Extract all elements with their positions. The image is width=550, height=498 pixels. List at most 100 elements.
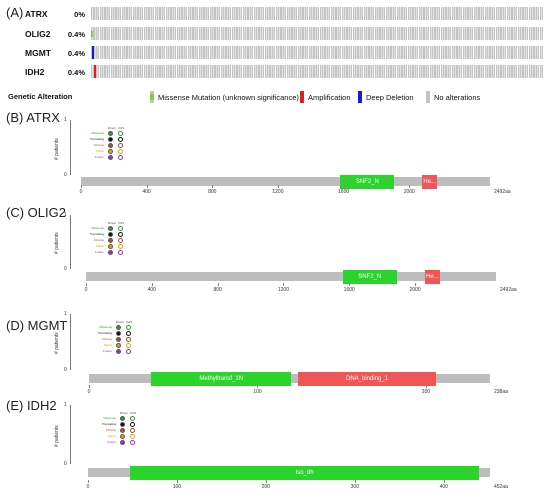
protein-domain[interactable]: Methyltransf_1N bbox=[151, 371, 292, 386]
vus-circle-icon bbox=[126, 337, 131, 342]
protein-domain[interactable]: He... bbox=[422, 174, 438, 189]
x-tick-label: 1200 bbox=[277, 287, 289, 293]
x-tick-label: 800 bbox=[208, 189, 217, 195]
driver-circle-icon bbox=[116, 325, 121, 330]
mini-legend-label: Inframe bbox=[105, 428, 116, 432]
y-axis-label: # patients bbox=[54, 424, 60, 447]
mini-legend-label: Fusion bbox=[102, 349, 112, 353]
x-tick-mark bbox=[81, 185, 82, 188]
x-tick-label: 400 bbox=[439, 484, 448, 490]
driver-circle-icon bbox=[116, 343, 121, 348]
gene-name: OLIG2 bbox=[25, 29, 51, 39]
legend-item: Amplification bbox=[300, 91, 351, 103]
x-tick-mark bbox=[212, 185, 213, 188]
y-tick-label: 1 bbox=[64, 402, 67, 408]
vus-circle-icon bbox=[118, 149, 123, 154]
y-tick-label: 1 bbox=[64, 117, 67, 123]
y-tick-label: 0 bbox=[64, 266, 67, 272]
driver-circle-icon bbox=[108, 131, 113, 136]
protein-domain[interactable]: SNF2_N bbox=[340, 174, 395, 189]
panel-label: (B) ATRX bbox=[6, 110, 60, 125]
vus-circle-icon bbox=[118, 131, 123, 136]
mini-legend-driver-header: Driver bbox=[108, 126, 116, 130]
x-tick-mark bbox=[88, 480, 89, 483]
oncoprint-track bbox=[91, 65, 543, 78]
protein-length-label: 2492aa bbox=[500, 287, 517, 293]
legend-swatch bbox=[300, 91, 304, 103]
driver-circle-icon bbox=[108, 244, 113, 249]
y-tick-label: 1 bbox=[64, 311, 67, 317]
protein-domain[interactable]: DNA_binding_1 bbox=[297, 371, 437, 386]
x-tick-mark bbox=[151, 283, 153, 286]
legend-swatch bbox=[150, 91, 154, 103]
y-axis-line bbox=[70, 120, 71, 175]
alteration-mark bbox=[92, 46, 94, 59]
mini-legend-label: Fusion bbox=[106, 440, 116, 444]
x-tick-label: 0 bbox=[87, 389, 91, 395]
vus-circle-icon bbox=[130, 428, 135, 433]
x-tick-label: 1600 bbox=[343, 287, 355, 293]
panel-a-label: (A) bbox=[6, 5, 24, 20]
mini-legend-label: Missense bbox=[91, 226, 104, 230]
x-tick-label: 2000 bbox=[409, 287, 421, 293]
mini-legend-label: Truncating bbox=[101, 422, 116, 426]
mini-legend-label: Truncating bbox=[97, 331, 112, 335]
panel-label: (C) OLIG2 bbox=[6, 205, 66, 220]
mini-legend-label: Splice bbox=[103, 343, 112, 347]
x-tick-mark bbox=[283, 283, 285, 286]
x-tick-mark bbox=[176, 480, 178, 483]
mini-legend-label: Fusion bbox=[94, 250, 104, 254]
y-axis-label: # patients bbox=[54, 332, 60, 354]
mini-legend-label: Inframe bbox=[93, 143, 104, 147]
mini-legend-vus-header: VUS bbox=[118, 126, 125, 130]
x-tick-label: 2000 bbox=[403, 189, 415, 195]
protein-domain[interactable]: SNF2_N bbox=[342, 269, 397, 284]
gene-percent: 0.4% bbox=[67, 68, 85, 77]
alteration-mark bbox=[91, 31, 93, 37]
mini-legend-label: Truncating bbox=[89, 137, 104, 141]
protein-domain[interactable]: Iso_dh bbox=[129, 465, 480, 480]
x-tick-label: 400 bbox=[147, 287, 156, 293]
vus-circle-icon bbox=[126, 349, 131, 354]
driver-circle-icon bbox=[120, 440, 125, 445]
mini-legend-label: Splice bbox=[107, 434, 116, 438]
vus-circle-icon bbox=[118, 232, 123, 237]
legend-swatch bbox=[358, 91, 362, 103]
protein-backbone bbox=[86, 272, 496, 281]
vus-circle-icon bbox=[118, 137, 123, 142]
x-tick-label: 1600 bbox=[338, 189, 350, 195]
y-axis-label: # patients bbox=[54, 232, 60, 254]
gene-percent: 0.4% bbox=[67, 49, 85, 58]
mini-legend-driver-header: Driver bbox=[116, 320, 124, 324]
mini-legend-vus-header: VUS bbox=[118, 221, 125, 225]
legend-label: No alterations bbox=[434, 92, 481, 102]
driver-circle-icon bbox=[108, 250, 113, 255]
x-tick-mark bbox=[277, 185, 279, 188]
vus-circle-icon bbox=[118, 155, 123, 160]
panel-label: (D) MGMT bbox=[6, 318, 68, 333]
x-tick-label: 1200 bbox=[272, 189, 284, 195]
mini-legend-driver-header: Driver bbox=[120, 411, 128, 415]
protein-domain[interactable]: He... bbox=[424, 269, 440, 284]
y-tick-label: 0 bbox=[64, 172, 67, 178]
legend-title: Genetic Alteration bbox=[8, 92, 73, 101]
x-tick-label: 800 bbox=[213, 287, 222, 293]
legend-item: Deep Deletion bbox=[358, 91, 414, 103]
legend-item: No alterations bbox=[426, 91, 480, 103]
x-tick-label: 100 bbox=[172, 484, 182, 490]
driver-circle-icon bbox=[116, 349, 121, 354]
y-tick-label: 0 bbox=[64, 461, 67, 467]
driver-circle-icon bbox=[120, 434, 125, 439]
vus-circle-icon bbox=[130, 422, 135, 427]
x-tick-label: 200 bbox=[421, 389, 431, 395]
vus-circle-icon bbox=[118, 244, 123, 249]
y-axis-line bbox=[70, 405, 71, 464]
alteration-mark bbox=[94, 65, 96, 78]
gene-name: IDH2 bbox=[25, 67, 45, 77]
vus-circle-icon bbox=[130, 440, 135, 445]
x-tick-mark bbox=[349, 283, 350, 286]
mini-legend-vus-header: VUS bbox=[130, 411, 137, 415]
vus-circle-icon bbox=[130, 434, 135, 439]
driver-circle-icon bbox=[108, 149, 113, 154]
panel-label: (E) IDH2 bbox=[6, 398, 57, 413]
